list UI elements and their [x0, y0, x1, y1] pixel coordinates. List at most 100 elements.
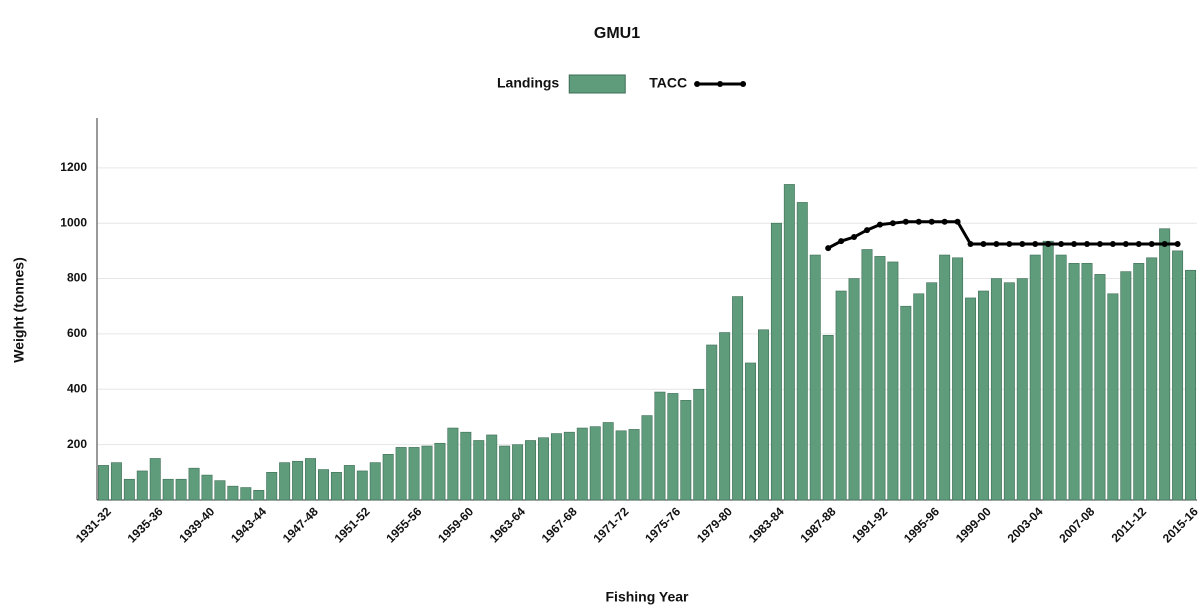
- bar: [732, 296, 744, 501]
- line-marker: [941, 218, 948, 225]
- bar: [1068, 263, 1080, 501]
- line-marker: [838, 238, 845, 245]
- bar: [537, 437, 549, 501]
- bar: [1081, 263, 1093, 501]
- bar: [512, 444, 524, 501]
- bar: [719, 332, 731, 501]
- line-marker: [1006, 240, 1013, 247]
- bar: [227, 485, 239, 501]
- bar: [576, 427, 588, 501]
- bar: [952, 257, 964, 501]
- bar: [201, 474, 213, 501]
- bar: [693, 388, 705, 501]
- bar: [939, 254, 951, 501]
- bar: [1133, 263, 1145, 501]
- bar: [447, 427, 459, 501]
- y-tick-label: 800: [67, 271, 87, 285]
- line-marker: [825, 245, 832, 252]
- bar: [563, 431, 575, 501]
- bar: [525, 440, 537, 501]
- x-tick-label: 1979-80: [694, 504, 735, 545]
- bar: [292, 460, 304, 501]
- x-tick-label: 2015-16: [1160, 504, 1201, 545]
- bar: [486, 434, 498, 501]
- x-tick-label: 1963-64: [487, 504, 528, 545]
- y-tick-label: 600: [67, 326, 87, 340]
- bar: [214, 480, 226, 501]
- bar: [460, 431, 472, 501]
- bar: [1094, 274, 1106, 501]
- line-marker: [1084, 240, 1090, 247]
- bar: [628, 429, 640, 501]
- bar: [783, 184, 795, 501]
- bar: [926, 282, 938, 501]
- line-marker: [915, 218, 922, 225]
- bar: [848, 278, 860, 501]
- x-tick-label: 1947-48: [280, 504, 321, 545]
- x-tick-label: 1955-56: [383, 504, 424, 545]
- line-marker: [993, 240, 1000, 247]
- x-tick-label: 1959-60: [435, 504, 476, 545]
- bar: [110, 462, 122, 501]
- bar: [874, 256, 886, 501]
- bar: [977, 290, 989, 501]
- legend-swatch-marker: [740, 81, 747, 87]
- y-tick-label: 1000: [60, 215, 87, 229]
- bar: [499, 445, 511, 501]
- bar: [1185, 269, 1197, 501]
- bar: [1159, 228, 1171, 501]
- x-tick-label: 1951-52: [332, 504, 373, 545]
- line-marker: [1096, 240, 1103, 247]
- bar: [887, 261, 899, 501]
- bar: [706, 344, 718, 501]
- bar: [757, 329, 769, 501]
- line-marker: [954, 218, 961, 225]
- bar: [1016, 278, 1028, 501]
- bar: [1107, 293, 1119, 501]
- x-tick-label: 1971-72: [590, 504, 631, 545]
- line-marker: [928, 218, 935, 225]
- bar: [317, 469, 329, 501]
- y-tick-label: 400: [67, 381, 87, 395]
- bar: [253, 490, 265, 501]
- line-marker: [851, 234, 858, 241]
- bar: [1172, 250, 1184, 501]
- bar: [641, 415, 653, 501]
- bar: [473, 440, 485, 501]
- bar: [680, 400, 692, 501]
- bar: [770, 222, 782, 501]
- y-axis-label: Weight (tonnes): [11, 257, 27, 363]
- bar: [395, 447, 407, 501]
- bar: [1029, 254, 1041, 501]
- x-tick-label: 1939-40: [176, 504, 217, 545]
- line-marker: [1032, 240, 1039, 247]
- x-tick-label: 1987-88: [797, 504, 838, 545]
- bar: [796, 202, 808, 501]
- line-marker: [1071, 240, 1078, 247]
- bar: [965, 297, 977, 501]
- x-tick-label: 1935-36: [125, 504, 166, 545]
- bar: [745, 362, 757, 501]
- y-tick-label: 200: [67, 437, 87, 451]
- bar: [369, 462, 381, 501]
- x-tick-label: 2011-12: [1109, 504, 1150, 545]
- bar: [97, 465, 109, 501]
- bar: [149, 458, 161, 501]
- x-tick-label: 1931-32: [73, 504, 114, 545]
- bar: [408, 447, 420, 501]
- bar: [550, 433, 562, 501]
- bar: [900, 305, 912, 501]
- legend-swatch: [568, 74, 626, 94]
- bar: [602, 422, 614, 501]
- legend-swatch-marker: [717, 81, 724, 87]
- bar: [861, 249, 873, 501]
- bar: [913, 293, 925, 501]
- bar: [382, 454, 394, 501]
- bar: [188, 467, 200, 501]
- bar: [1146, 257, 1158, 501]
- line-marker: [1161, 240, 1168, 247]
- line-marker: [1019, 240, 1026, 247]
- bar: [1003, 282, 1015, 501]
- bar: [1042, 240, 1054, 501]
- bar: [356, 470, 368, 501]
